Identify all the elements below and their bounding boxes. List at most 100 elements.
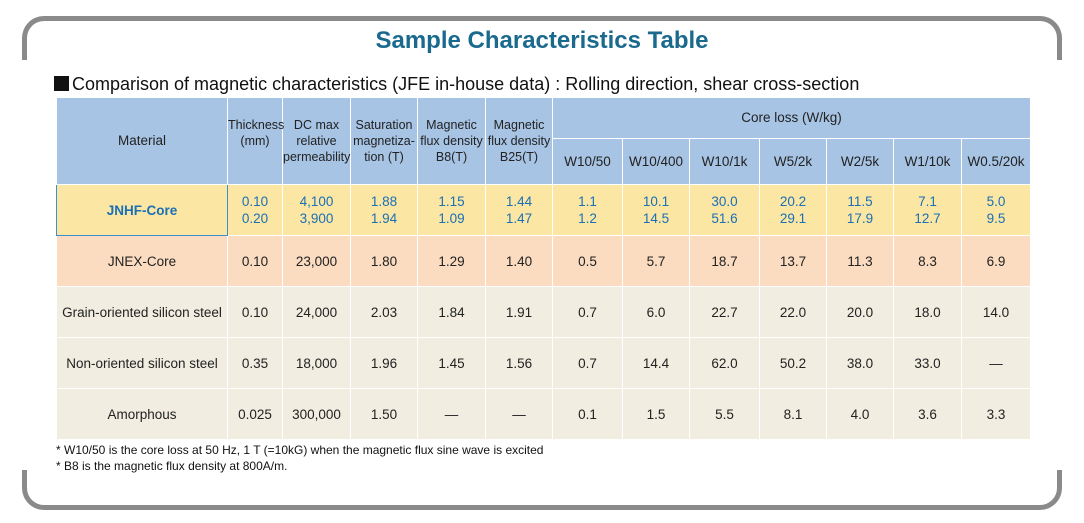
cell-value-2: 17.9 bbox=[846, 211, 874, 226]
cell-w5-2k: 50.2 bbox=[759, 337, 827, 389]
header-w10-50: W10/50 bbox=[552, 138, 623, 185]
cell-w5-2k: 22.0 bbox=[759, 286, 827, 338]
cell-dcmax: 300,000 bbox=[282, 388, 351, 440]
cell-dcmax: 23,000 bbox=[282, 235, 351, 287]
cell-value-2: 0.20 bbox=[241, 211, 269, 226]
cell-w10-400: 6.0 bbox=[622, 286, 690, 338]
header-dcmax-line3: permeability bbox=[283, 150, 351, 164]
cell-value-2: 12.7 bbox=[914, 211, 941, 226]
cell-dcmax: 4,100 3,900 bbox=[282, 184, 351, 236]
cell-material: Non-oriented silicon steel bbox=[56, 337, 228, 389]
characteristics-table: Material Thickness (mm) DC max relative per… bbox=[56, 97, 1032, 440]
cell-b8: — bbox=[417, 388, 486, 440]
table-row-jnex-core: JNEX-Core 0.10 23,000 1.80 1.29 1.40 0.5… bbox=[56, 235, 1032, 287]
cell-value-1: 4,100 bbox=[299, 194, 334, 209]
header-saturation: Saturation magnetiza-tion (T) bbox=[350, 97, 418, 185]
cell-b8: 1.45 bbox=[417, 337, 486, 389]
cell-dcmax: 18,000 bbox=[282, 337, 351, 389]
header-w5-2k: W5/2k bbox=[759, 138, 827, 185]
cell-w05-20k: 14.0 bbox=[960, 286, 1032, 338]
header-w1-10k: W1/10k bbox=[893, 138, 962, 185]
table-subtitle: Comparison of magnetic characteristics (… bbox=[54, 74, 859, 95]
cell-w05-20k: 6.9 bbox=[960, 235, 1032, 287]
cell-w10-1k: 22.7 bbox=[689, 286, 760, 338]
cell-value-1: 7.1 bbox=[918, 194, 937, 209]
subtitle-text: Comparison of magnetic characteristics (… bbox=[72, 74, 860, 94]
cell-saturation: 1.88 1.94 bbox=[350, 184, 418, 236]
cell-w2-5k: 4.0 bbox=[826, 388, 894, 440]
cell-w10-1k: 30.0 51.6 bbox=[689, 184, 760, 236]
cell-w1-10k: 18.0 bbox=[893, 286, 962, 338]
cell-w10-400: 14.4 bbox=[622, 337, 690, 389]
cell-w10-50: 0.1 bbox=[552, 388, 623, 440]
header-w2-5k: W2/5k bbox=[826, 138, 894, 185]
header-b25: Magnetic flux density B25(T) bbox=[485, 97, 553, 185]
cell-b25: 1.44 1.47 bbox=[485, 184, 553, 236]
cell-value-1: 1.88 bbox=[370, 194, 398, 209]
cell-material: JNEX-Core bbox=[56, 235, 228, 287]
cell-b25: 1.40 bbox=[485, 235, 553, 287]
cell-w05-20k: 5.0 9.5 bbox=[960, 184, 1032, 236]
cell-w10-1k: 18.7 bbox=[689, 235, 760, 287]
cell-value-2: 51.6 bbox=[711, 211, 738, 226]
header-saturation-line1: Saturation bbox=[355, 118, 413, 132]
cell-b25: 1.91 bbox=[485, 286, 553, 338]
cell-w10-50: 0.5 bbox=[552, 235, 623, 287]
table-row-jnhf-core: JNHF-Core 0.10 0.20 4,100 3,900 1.88 1.94 1… bbox=[56, 184, 1032, 236]
cell-w2-5k: 11.3 bbox=[826, 235, 894, 287]
cell-w10-400: 10.1 14.5 bbox=[622, 184, 690, 236]
header-dcmax: DC max relative permeability bbox=[282, 97, 351, 185]
square-bullet-icon bbox=[54, 76, 69, 91]
cell-w10-1k: 62.0 bbox=[689, 337, 760, 389]
cell-thickness: 0.025 bbox=[227, 388, 283, 440]
cell-value-2: 9.5 bbox=[986, 211, 1006, 226]
cell-w10-50: 0.7 bbox=[552, 337, 623, 389]
cell-saturation: 1.50 bbox=[350, 388, 418, 440]
cell-w2-5k: 20.0 bbox=[826, 286, 894, 338]
header-b8-line2: flux density bbox=[420, 134, 483, 148]
cell-saturation: 1.96 bbox=[350, 337, 418, 389]
cell-w10-50: 0.7 bbox=[552, 286, 623, 338]
cell-w1-10k: 3.6 bbox=[893, 388, 962, 440]
header-saturation-line3: tion (T) bbox=[364, 150, 404, 164]
cell-material: Grain-oriented silicon steel bbox=[56, 286, 228, 338]
cell-w10-50: 1.1 1.2 bbox=[552, 184, 623, 236]
header-thickness-line1: Thickness bbox=[228, 118, 285, 132]
cell-w5-2k: 13.7 bbox=[759, 235, 827, 287]
cell-b8: 1.84 bbox=[417, 286, 486, 338]
cell-w2-5k: 38.0 bbox=[826, 337, 894, 389]
header-dcmax-line2: relative bbox=[296, 134, 337, 148]
header-b8-line1: Magnetic bbox=[426, 118, 477, 132]
cell-dcmax: 24,000 bbox=[282, 286, 351, 338]
header-thickness-line2: (mm) bbox=[240, 134, 270, 148]
header-dcmax-line1: DC max bbox=[293, 118, 340, 132]
cell-thickness: 0.35 bbox=[227, 337, 283, 389]
cell-w1-10k: 33.0 bbox=[893, 337, 962, 389]
cell-value-2: 1.2 bbox=[578, 211, 597, 226]
table-row-non-oriented: Non-oriented silicon steel 0.35 18,000 1… bbox=[56, 337, 1032, 389]
cell-value-2: 3,900 bbox=[299, 211, 334, 226]
cell-w2-5k: 11.5 17.9 bbox=[826, 184, 894, 236]
cell-value-2: 14.5 bbox=[642, 211, 670, 226]
page-title: Sample Characteristics Table bbox=[375, 27, 709, 54]
cell-w10-1k: 5.5 bbox=[689, 388, 760, 440]
cell-value-1: 20.2 bbox=[779, 194, 807, 209]
cell-w10-400: 5.7 bbox=[622, 235, 690, 287]
cell-value-1: 1.44 bbox=[505, 194, 533, 209]
cell-w5-2k: 8.1 bbox=[759, 388, 827, 440]
cell-value-2: 1.47 bbox=[505, 211, 533, 226]
cell-value-1: 10.1 bbox=[642, 194, 670, 209]
header-w10-400: W10/400 bbox=[622, 138, 690, 185]
cell-w5-2k: 20.2 29.1 bbox=[759, 184, 827, 236]
footnote-b8: * B8 is the magnetic flux density at 800… bbox=[56, 459, 288, 473]
header-b8: Magnetic flux density B8(T) bbox=[417, 97, 486, 185]
cell-thickness: 0.10 0.20 bbox=[227, 184, 283, 236]
cell-b8: 1.29 bbox=[417, 235, 486, 287]
cell-w10-400: 1.5 bbox=[622, 388, 690, 440]
table-row-amorphous: Amorphous 0.025 300,000 1.50 — — 0.1 1.5… bbox=[56, 388, 1032, 440]
cell-b25: — bbox=[485, 388, 553, 440]
cell-w1-10k: 7.1 12.7 bbox=[893, 184, 962, 236]
cell-w1-10k: 8.3 bbox=[893, 235, 962, 287]
cell-saturation: 1.80 bbox=[350, 235, 418, 287]
cell-w05-20k: 3.3 bbox=[960, 388, 1032, 440]
